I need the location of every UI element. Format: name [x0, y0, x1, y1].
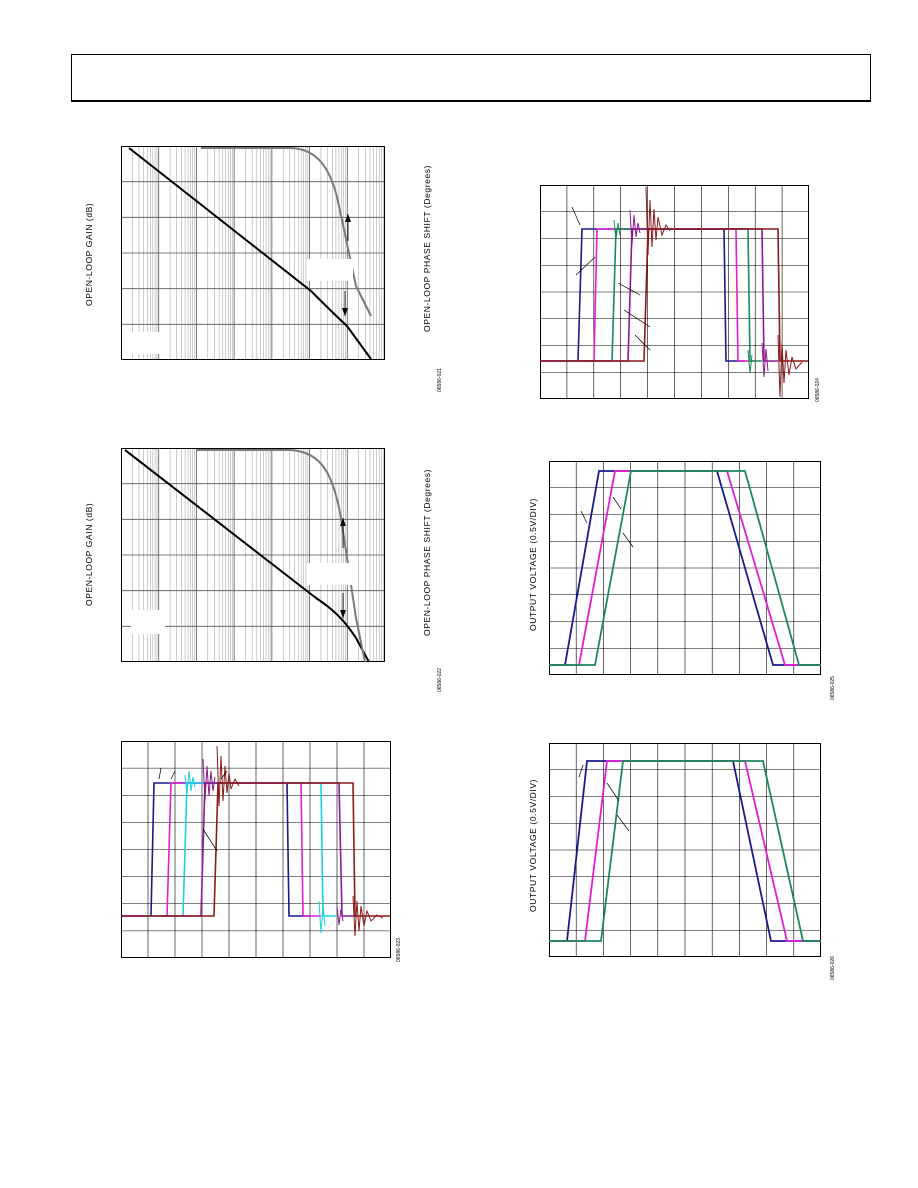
figure-23-svg: [121, 741, 391, 958]
figure-26-output-voltage: [549, 743, 821, 957]
gain-curve: [124, 449, 370, 663]
figure-25-code: 06586-025: [830, 676, 836, 700]
figure-25-output-voltage: [549, 461, 821, 675]
figure-25-svg: [549, 461, 821, 675]
figure-26-y-label: OUTPUT VOLTAGE (0.5V/DIV): [528, 778, 538, 912]
linear-grid: [549, 461, 821, 675]
figure-21-svg: [121, 146, 385, 360]
ringing: [613, 186, 803, 398]
figure-21-y-label: OPEN-LOOP GAIN (dB): [84, 202, 94, 306]
trace-maroon: [540, 228, 808, 362]
figure-22-code: 06586-022: [437, 668, 443, 692]
figure-25-y-label: OUTPUT VOLTAGE (0.5V/DIV): [528, 497, 538, 631]
figure-23-pulse-response: [121, 741, 391, 958]
trace-maroon: [121, 782, 390, 917]
gain-curve: [128, 147, 372, 360]
page-header-box: [71, 54, 871, 102]
figure-21-code: 06586-021: [437, 368, 443, 392]
linear-grid: [549, 743, 821, 957]
figure-23-code: 06586-023: [396, 938, 402, 962]
figure-22-y-label: OPEN-LOOP GAIN (dB): [84, 502, 94, 606]
figure-26-code: 06586-026: [830, 956, 836, 980]
figure-22-y2-label: OPEN-LOOP PHASE SHIFT (Degrees): [422, 468, 432, 636]
trace-green: [549, 760, 821, 942]
figure-24-code: 06586-024: [815, 378, 821, 402]
figure-21-gain-phase-plot: [121, 146, 385, 360]
phase-curve: [201, 147, 372, 317]
figure-24-svg: [540, 185, 809, 399]
log-grid: [121, 146, 385, 360]
figure-26-svg: [549, 743, 821, 957]
trace-green: [549, 470, 821, 666]
figure-21-y2-label: OPEN-LOOP PHASE SHIFT (Degrees): [422, 164, 432, 332]
ringing: [184, 745, 384, 937]
figure-22-gain-phase-plot: [121, 448, 385, 663]
figure-24-pulse-response: [540, 185, 809, 399]
linear-grid: [121, 741, 391, 958]
figure-22-svg: [121, 448, 385, 663]
phase-curve: [196, 449, 366, 663]
